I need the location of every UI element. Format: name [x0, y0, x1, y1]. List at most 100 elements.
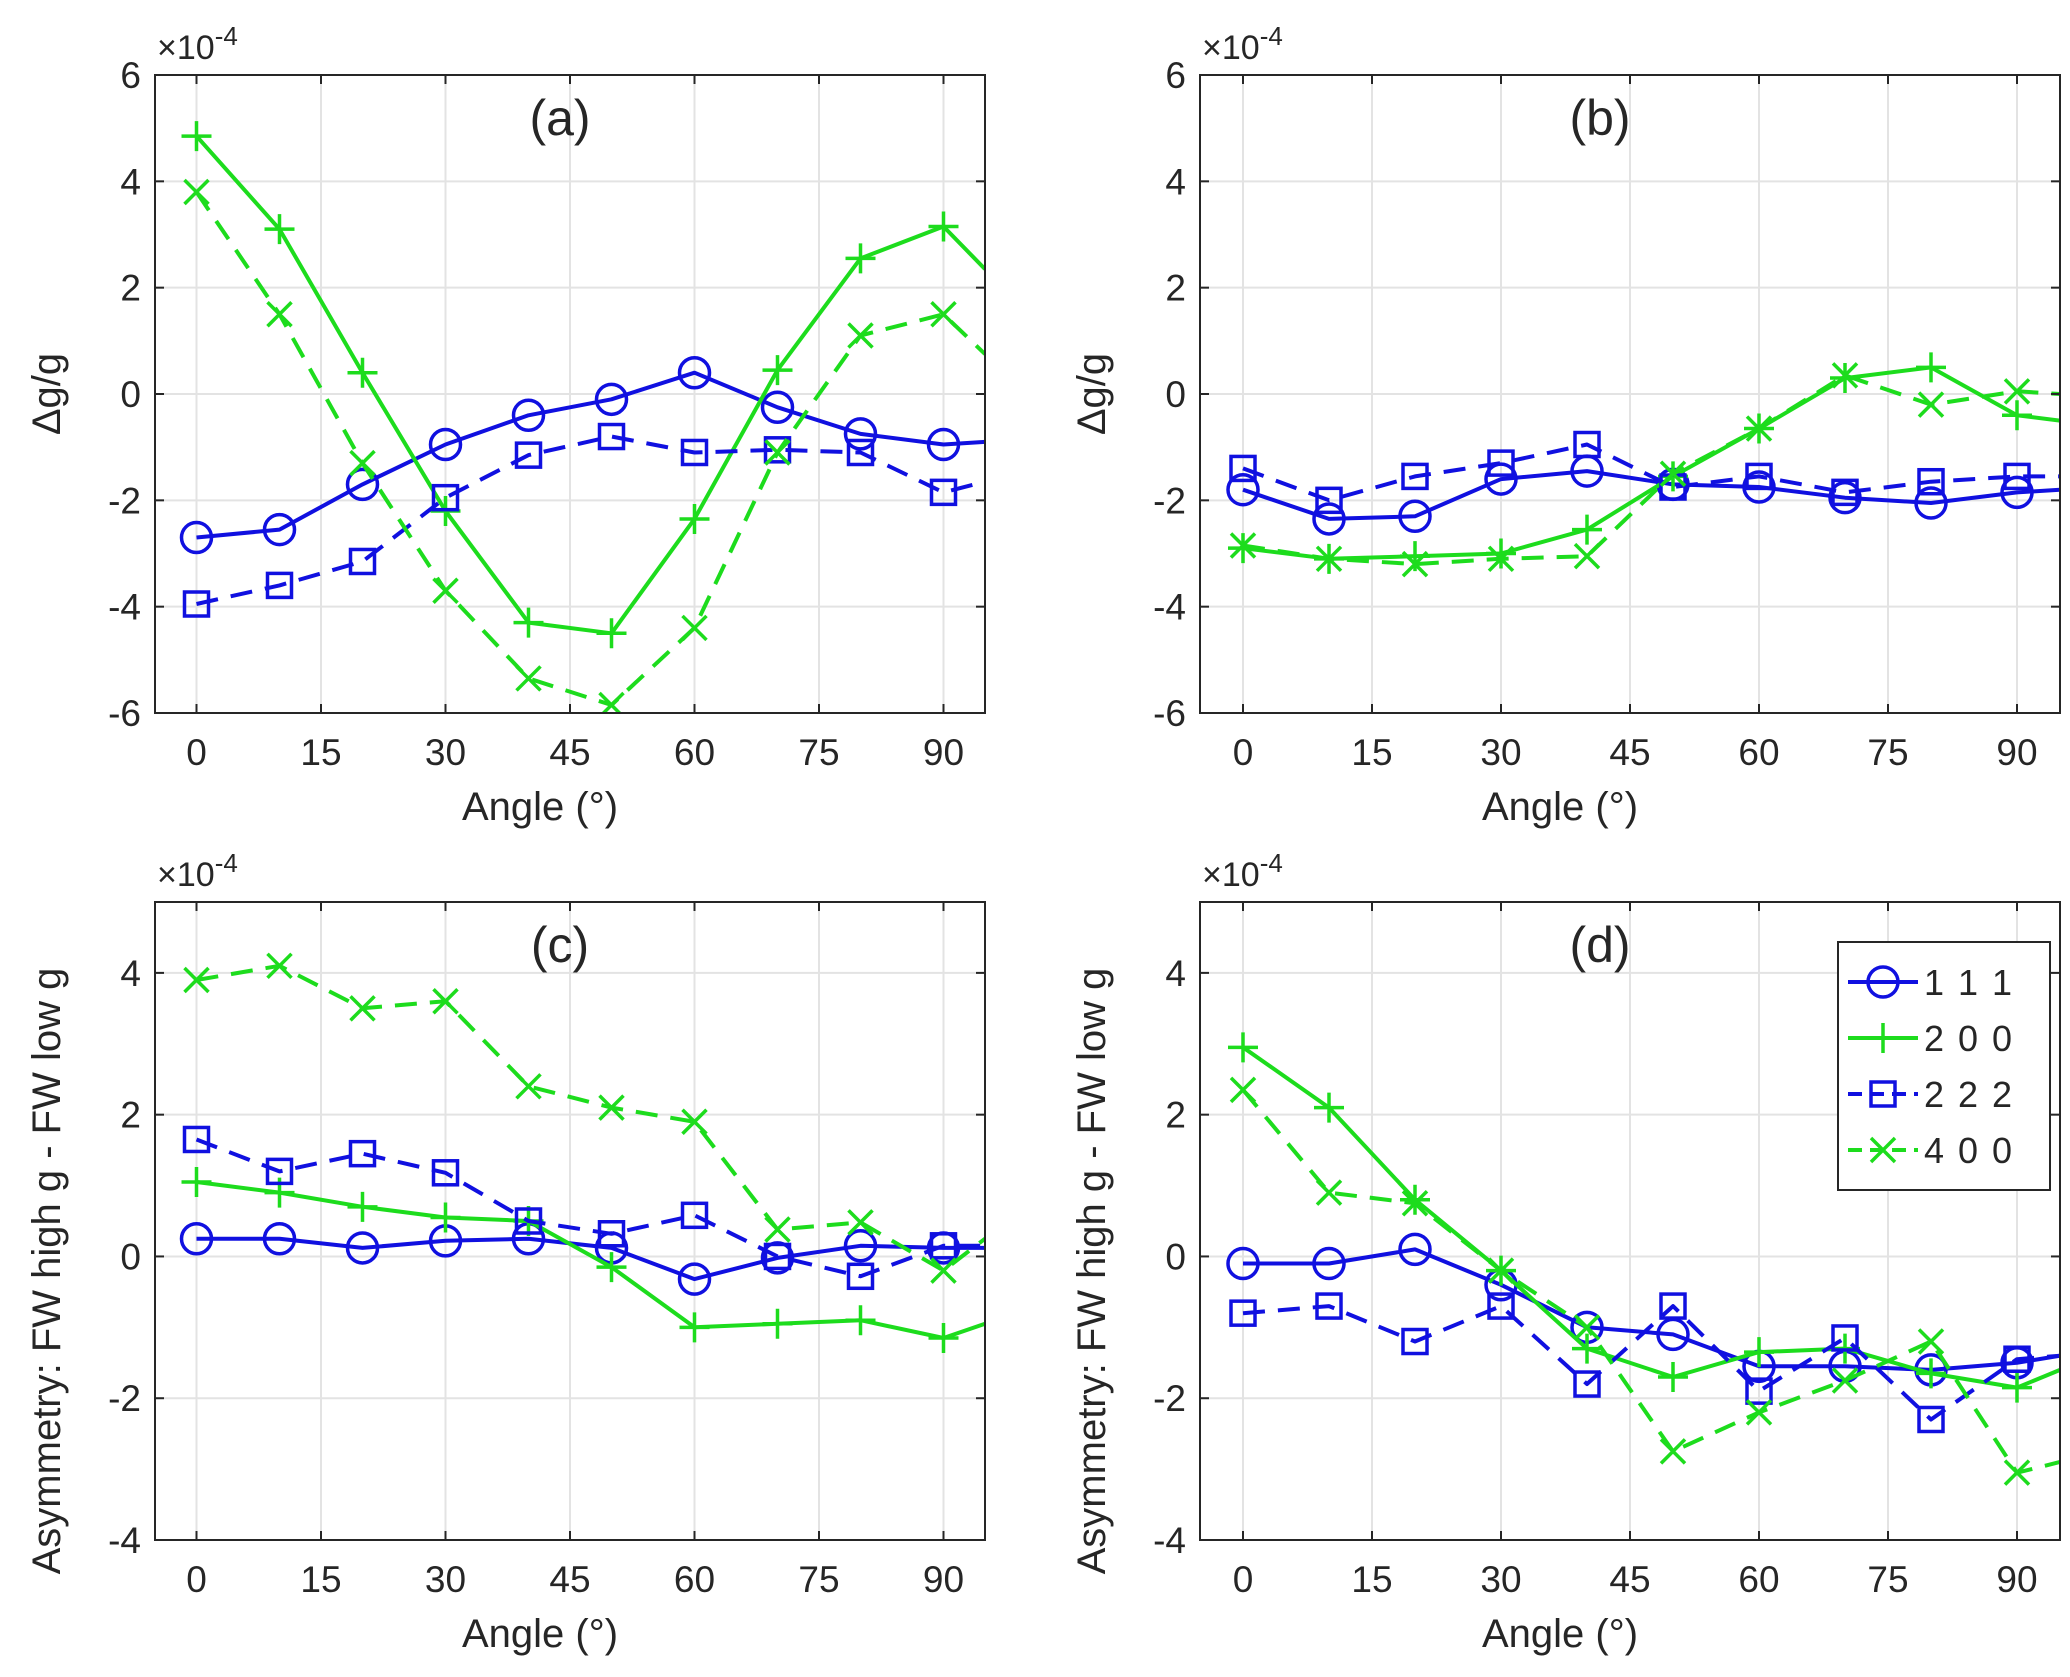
x-tick-label: 0 — [186, 732, 207, 773]
data-point-400 — [764, 439, 791, 466]
data-point-400 — [349, 995, 376, 1022]
legend-label: 1 1 1 — [1924, 962, 2014, 1003]
x-tick-label: 90 — [1996, 732, 2037, 773]
data-point-111 — [926, 427, 961, 462]
data-point-111 — [1312, 502, 1346, 536]
data-point-222 — [846, 1262, 875, 1291]
data-point-200 — [679, 1312, 710, 1343]
data-point-222 — [1401, 1327, 1429, 1356]
data-point-400 — [2003, 1459, 2031, 1486]
data-point-400 — [598, 1094, 625, 1121]
x-tick-label: 30 — [1480, 1559, 1521, 1600]
data-point-222 — [514, 1207, 543, 1235]
data-point-111 — [1312, 1246, 1346, 1281]
x-axis-label: Angle (°) — [462, 1612, 618, 1656]
chart-panel-a: 0 15 30 45 60 75 90 -6 -4 -2 0 2 4 6 ×10-4 Angle (°) Δg/… — [25, 21, 986, 829]
data-point-200 — [1744, 1337, 1774, 1368]
data-point-111 — [1398, 1232, 1432, 1267]
data-point-111 — [1226, 472, 1260, 507]
data-point-222 — [1315, 486, 1343, 515]
data-point-222 — [431, 1159, 460, 1187]
legend-marker — [1869, 1080, 1897, 1108]
x-tick-label: 45 — [1609, 732, 1650, 773]
data-point-200 — [596, 618, 627, 649]
data-point-222 — [1401, 462, 1429, 491]
x-tick-label: 30 — [425, 732, 466, 773]
legend-label: 2 0 0 — [1924, 1018, 2014, 1059]
data-point-200 — [679, 503, 710, 534]
data-point-400 — [432, 577, 459, 604]
data-point-111 — [843, 1229, 878, 1263]
x-tick-label: 60 — [1738, 732, 1779, 773]
y-tick-label: 2 — [120, 1095, 141, 1136]
series-line-111 — [196, 370, 985, 540]
y-tick-label: -2 — [1153, 480, 1186, 521]
y-tick-label: -2 — [108, 1378, 141, 1419]
data-point-222 — [348, 547, 377, 576]
data-point-222 — [1573, 1370, 1601, 1398]
x-tick-label: 45 — [549, 732, 590, 773]
y-tick-label: -6 — [1153, 693, 1186, 734]
data-point-200 — [1400, 1184, 1430, 1215]
data-point-222 — [1745, 462, 1773, 491]
legend: 1 1 1 2 0 0 2 2 2 4 0 0 — [1837, 941, 2051, 1191]
x-axis-label: Angle (°) — [462, 785, 618, 829]
data-point-111 — [1484, 462, 1518, 496]
data-point-400 — [515, 1073, 542, 1100]
x-tick-label: 30 — [425, 1559, 466, 1600]
y-tick-label: -2 — [108, 480, 141, 521]
y-tick-label: -2 — [1153, 1378, 1186, 1419]
x-tick-label: 60 — [674, 1559, 715, 1600]
x-tick-label: 60 — [674, 732, 715, 773]
legend-marker — [1869, 1136, 1897, 1164]
y-axis-label: Δg/g — [1070, 353, 1114, 435]
data-point-111 — [1742, 470, 1776, 504]
series-line-400 — [1241, 1088, 2060, 1475]
data-point-200 — [347, 1191, 378, 1222]
data-point-400 — [1229, 1076, 1257, 1104]
data-point-200 — [1228, 1032, 1258, 1063]
data-point-222 — [1745, 1377, 1773, 1405]
x-tick-label: 15 — [1351, 732, 1392, 773]
data-point-400 — [1745, 1399, 1773, 1426]
data-point-222 — [265, 1157, 294, 1186]
y-tick-label: -4 — [108, 1520, 141, 1561]
data-point-200 — [928, 211, 959, 242]
y-axis-label: Asymmetry: FW high g - FW low g — [1070, 968, 1114, 1575]
data-point-200 — [430, 1202, 461, 1233]
x-tick-label: 15 — [300, 1559, 341, 1600]
series-line-111 — [1243, 1247, 2060, 1372]
data-point-111 — [677, 355, 712, 390]
x-tick-label: 90 — [923, 732, 964, 773]
data-point-222 — [265, 571, 294, 600]
y-tick-label: 6 — [120, 55, 141, 96]
data-point-111 — [760, 390, 795, 425]
data-point-400 — [1401, 1190, 1429, 1217]
data-point-400 — [1917, 391, 1945, 418]
data-point-400 — [1659, 460, 1687, 487]
data-point-400 — [1315, 545, 1343, 573]
y-tick-label: 0 — [120, 1236, 141, 1277]
data-point-222 — [680, 1201, 709, 1230]
data-point-111 — [262, 1221, 297, 1256]
legend-marker — [1868, 1023, 1898, 1053]
data-point-222 — [763, 1242, 792, 1271]
x-axis-label: Angle (°) — [1482, 1612, 1638, 1656]
y-tick-label: 4 — [1165, 953, 1186, 994]
data-point-111 — [511, 398, 546, 433]
x-tick-label: 0 — [1233, 732, 1254, 773]
chart-panel-c: 0 15 30 45 60 75 90 -4 -2 0 2 4 ×10-4 Angle (°) Asymme… — [25, 848, 986, 1656]
x-tick-label: 45 — [549, 1559, 590, 1600]
series-group — [1226, 352, 2060, 578]
panel-label: (d) — [1569, 917, 1630, 973]
data-point-200 — [181, 1167, 212, 1198]
data-point-222 — [1229, 454, 1257, 483]
y-tick-label: 0 — [1165, 374, 1186, 415]
series-group — [179, 121, 985, 713]
data-point-111 — [428, 427, 463, 462]
data-point-200 — [2002, 400, 2032, 431]
data-point-222 — [1831, 1324, 1859, 1352]
data-point-200 — [596, 1252, 627, 1283]
data-point-222 — [763, 436, 792, 464]
